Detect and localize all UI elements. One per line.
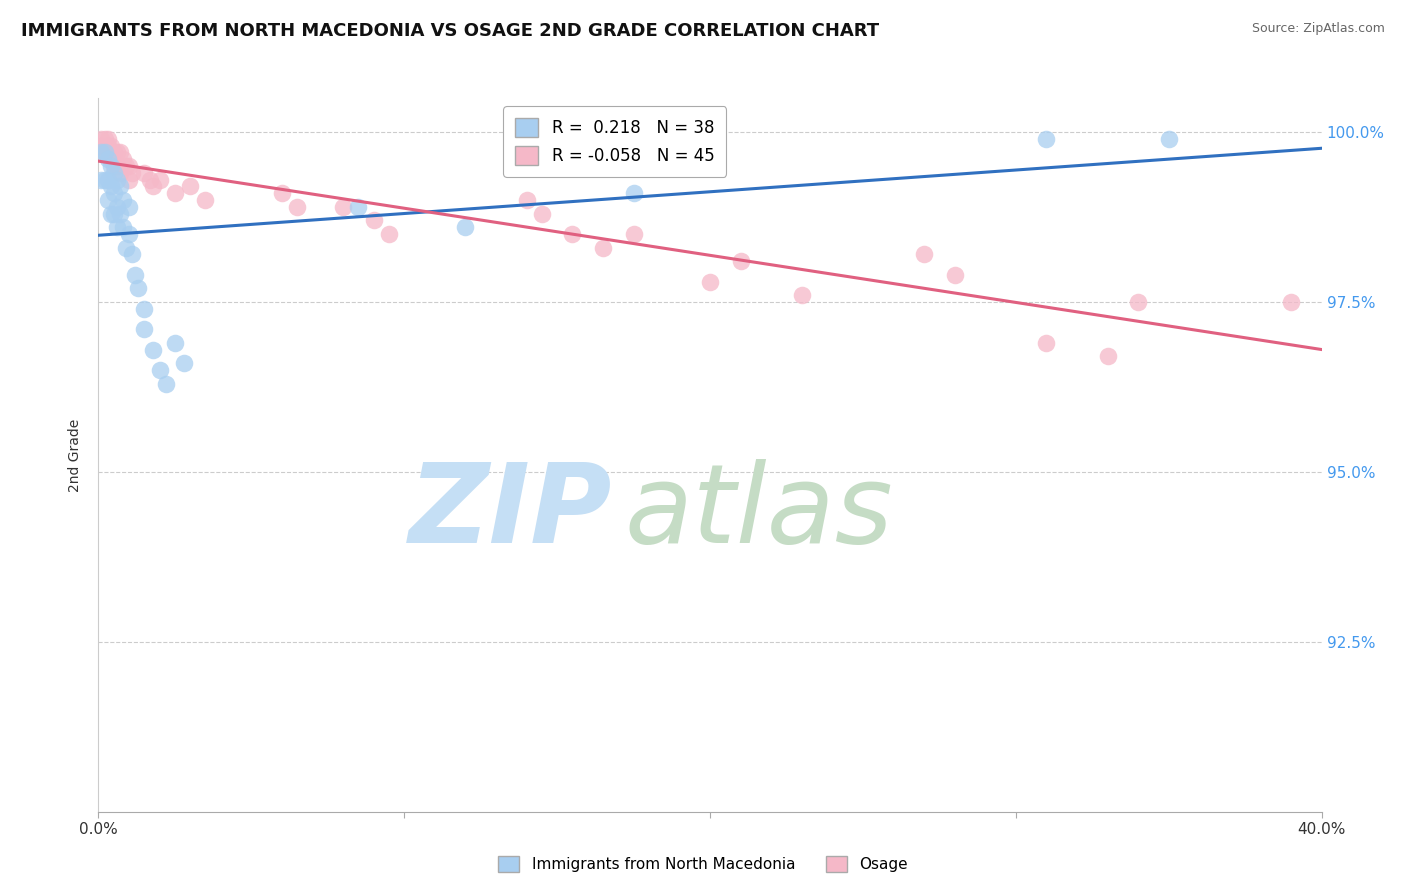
Point xyxy=(142,179,165,194)
Text: ZIP: ZIP xyxy=(409,458,612,566)
Point xyxy=(270,186,292,201)
Point xyxy=(103,145,125,160)
Text: Source: ZipAtlas.com: Source: ZipAtlas.com xyxy=(1251,22,1385,36)
Point xyxy=(90,132,112,146)
Point xyxy=(155,376,177,391)
Point xyxy=(142,343,165,357)
Point xyxy=(134,166,156,180)
Point xyxy=(149,363,172,377)
Point xyxy=(108,207,131,221)
Point xyxy=(97,153,120,167)
Point xyxy=(1035,335,1057,350)
Point xyxy=(912,247,935,261)
Point xyxy=(93,172,115,186)
Point xyxy=(100,153,122,167)
Point xyxy=(332,200,354,214)
Point xyxy=(90,172,112,186)
Point xyxy=(118,159,141,173)
Legend: Immigrants from North Macedonia, Osage: Immigrants from North Macedonia, Osage xyxy=(491,848,915,880)
Point xyxy=(90,145,112,160)
Point xyxy=(118,172,141,186)
Point xyxy=(93,145,115,160)
Point xyxy=(1128,295,1150,310)
Point xyxy=(105,172,128,186)
Point xyxy=(124,268,146,282)
Point xyxy=(1157,132,1180,146)
Point xyxy=(115,159,138,173)
Point xyxy=(97,193,120,207)
Point xyxy=(134,322,156,336)
Point xyxy=(108,145,131,160)
Point xyxy=(105,159,128,173)
Point xyxy=(100,207,122,221)
Point xyxy=(1097,350,1119,364)
Point xyxy=(100,179,122,194)
Point xyxy=(97,172,120,186)
Point xyxy=(454,220,477,235)
Point xyxy=(194,193,217,207)
Point xyxy=(699,275,721,289)
Point xyxy=(149,172,172,186)
Point xyxy=(105,200,128,214)
Point xyxy=(134,301,156,316)
Point xyxy=(121,247,143,261)
Point xyxy=(730,254,752,268)
Point xyxy=(118,227,141,241)
Y-axis label: 2nd Grade: 2nd Grade xyxy=(69,418,83,491)
Point xyxy=(163,335,186,350)
Point xyxy=(105,220,128,235)
Point xyxy=(103,186,125,201)
Point xyxy=(108,179,131,194)
Text: atlas: atlas xyxy=(624,458,893,566)
Point xyxy=(93,145,115,160)
Point xyxy=(623,186,645,201)
Point xyxy=(103,159,125,173)
Point xyxy=(530,207,553,221)
Point xyxy=(111,193,134,207)
Point xyxy=(285,200,308,214)
Point xyxy=(100,138,122,153)
Point xyxy=(111,153,134,167)
Point xyxy=(118,200,141,214)
Point xyxy=(173,356,195,370)
Point xyxy=(127,281,149,295)
Point xyxy=(363,213,385,227)
Point xyxy=(97,138,120,153)
Point xyxy=(111,220,134,235)
Point xyxy=(105,145,128,160)
Point xyxy=(163,186,186,201)
Point xyxy=(179,179,201,194)
Point xyxy=(108,166,131,180)
Point xyxy=(378,227,401,241)
Legend: R =  0.218   N = 38, R = -0.058   N = 45: R = 0.218 N = 38, R = -0.058 N = 45 xyxy=(503,106,725,177)
Point xyxy=(100,159,122,173)
Point xyxy=(1035,132,1057,146)
Point xyxy=(943,268,966,282)
Point xyxy=(90,138,112,153)
Text: IMMIGRANTS FROM NORTH MACEDONIA VS OSAGE 2ND GRADE CORRELATION CHART: IMMIGRANTS FROM NORTH MACEDONIA VS OSAGE… xyxy=(21,22,879,40)
Point xyxy=(115,241,138,255)
Point xyxy=(516,193,538,207)
Point xyxy=(139,172,162,186)
Point xyxy=(93,132,115,146)
Point xyxy=(623,227,645,241)
Point xyxy=(347,200,370,214)
Point xyxy=(1279,295,1302,310)
Point xyxy=(592,241,614,255)
Point xyxy=(561,227,583,241)
Point xyxy=(121,166,143,180)
Point xyxy=(790,288,813,302)
Point xyxy=(97,132,120,146)
Point xyxy=(103,166,125,180)
Point xyxy=(103,207,125,221)
